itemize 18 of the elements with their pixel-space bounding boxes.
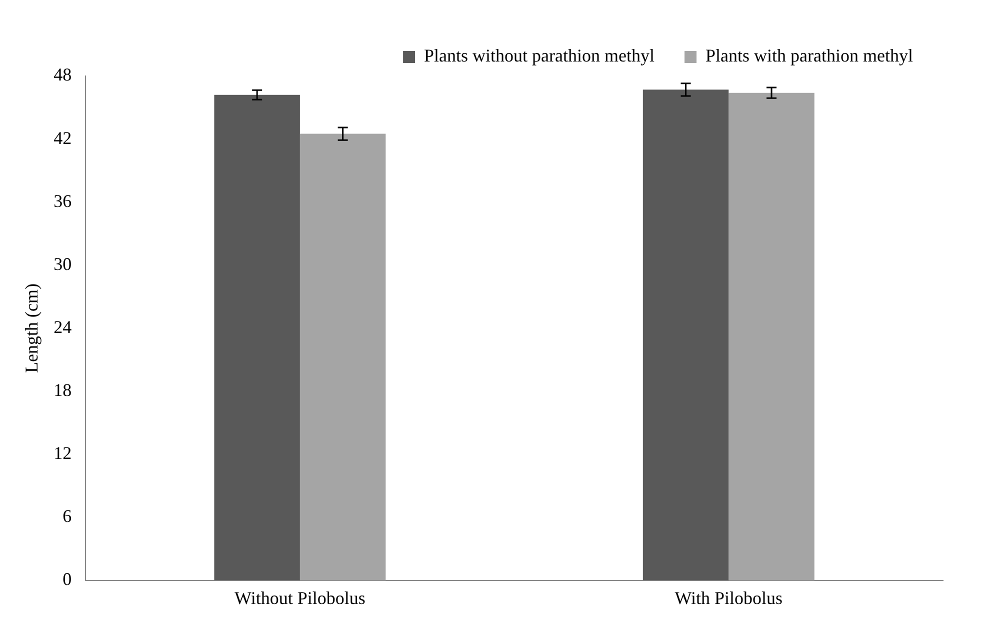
y-tick-label: 36 <box>54 190 72 211</box>
legend-label: Plants with parathion methyl <box>706 46 914 66</box>
y-tick-label: 24 <box>54 316 72 337</box>
y-tick-label: 48 <box>54 64 72 85</box>
bar <box>642 90 729 580</box>
y-tick-label: 18 <box>54 380 72 400</box>
y-axis-title: Length (cm) <box>22 283 42 373</box>
bar <box>214 94 300 580</box>
x-tick-label: With Pilobolus <box>674 588 783 608</box>
y-tick-label: 42 <box>54 128 72 148</box>
x-tick-label: Without Pilobolus <box>234 588 366 608</box>
y-tick-label: 0 <box>62 569 72 590</box>
y-tick-label: 6 <box>62 506 72 526</box>
y-tick-label: 30 <box>54 254 72 274</box>
legend-label: Plants without parathion methyl <box>424 46 655 66</box>
y-tick-label: 12 <box>54 443 72 464</box>
bar <box>728 92 814 580</box>
bar <box>300 134 386 580</box>
